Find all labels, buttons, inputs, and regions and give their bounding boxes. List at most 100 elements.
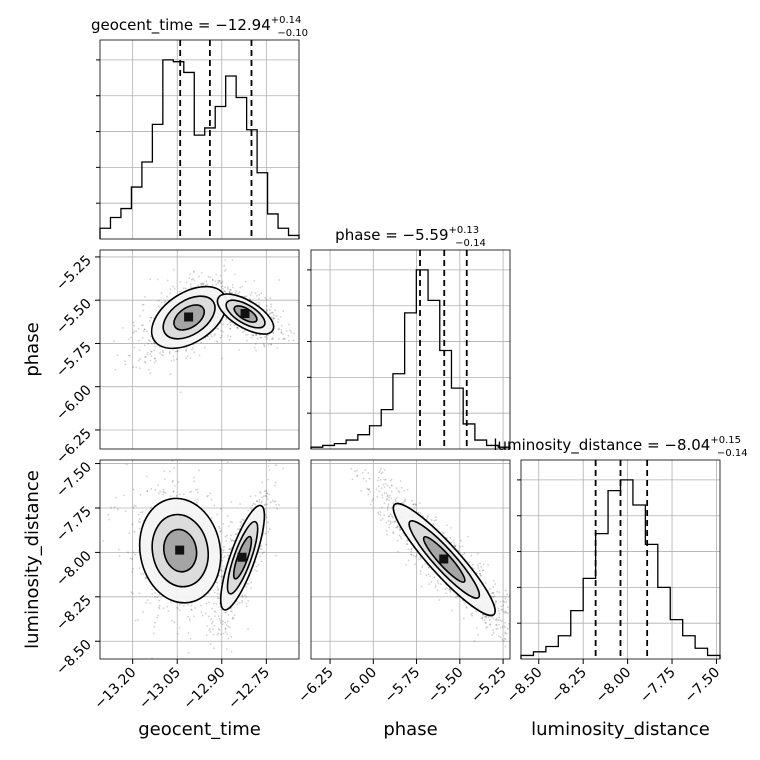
sample-point (128, 532, 131, 535)
sample-point (438, 599, 441, 601)
sample-point (230, 501, 233, 503)
sample-point (262, 551, 265, 553)
sample-point (150, 316, 152, 319)
sample-point (368, 477, 371, 480)
sample-point (138, 339, 140, 342)
sample-point (159, 351, 161, 354)
sample-point (476, 626, 478, 629)
hist-bin (546, 646, 558, 659)
sample-point (157, 299, 160, 302)
sample-point (264, 532, 267, 535)
sample-point (238, 602, 241, 604)
sample-point (275, 554, 277, 557)
sample-point (250, 587, 252, 589)
sample-point (491, 634, 494, 637)
sample-point (253, 279, 256, 282)
sample-point (224, 555, 226, 558)
sample-point (280, 329, 283, 331)
sample-point (157, 614, 160, 617)
sample-point (210, 333, 213, 336)
hist-bin (289, 235, 299, 239)
sample-point (270, 343, 273, 346)
sample-point (235, 290, 238, 293)
sample-point (127, 338, 130, 341)
sample-point (414, 555, 417, 558)
sample-point (156, 616, 159, 619)
sample-point (164, 491, 167, 494)
sample-point (268, 469, 271, 472)
sample-point (394, 520, 396, 523)
sample-point (225, 540, 228, 543)
sample-point (254, 292, 257, 294)
sample-point (149, 372, 152, 374)
sample-point (264, 503, 267, 506)
sample-point (229, 289, 231, 291)
sample-point (426, 516, 429, 519)
sample-point (287, 334, 290, 337)
sample-point (200, 284, 202, 286)
sample-point (388, 526, 391, 529)
sample-point (367, 493, 370, 496)
sample-point (492, 586, 495, 589)
sample-point (504, 645, 507, 648)
sample-point (206, 495, 209, 498)
sample-point (379, 511, 382, 513)
sample-point (473, 640, 476, 642)
sample-point (218, 602, 221, 605)
hist-bin (558, 636, 570, 659)
sample-point (256, 337, 259, 340)
sample-point (449, 536, 452, 539)
sample-point (270, 343, 273, 346)
sample-point (390, 490, 393, 493)
sample-point (193, 271, 195, 274)
sample-point (479, 572, 482, 575)
hist-bin (268, 214, 278, 239)
sample-point (276, 507, 278, 510)
sample-point (243, 295, 246, 298)
sample-point (263, 490, 266, 493)
panel-frame (310, 249, 511, 450)
sample-point (475, 610, 478, 613)
sample-point (499, 600, 502, 603)
sample-point (169, 288, 172, 291)
sample-point (190, 278, 193, 281)
sample-point (351, 478, 354, 481)
sample-point (437, 582, 440, 584)
sample-point (163, 470, 166, 473)
sample-point (229, 548, 232, 550)
sample-point (218, 525, 221, 528)
sample-point (137, 359, 140, 362)
sample-point (220, 286, 223, 288)
sample-point (384, 478, 387, 481)
sample-point (231, 616, 234, 619)
sample-point (289, 329, 292, 332)
sample-point (451, 609, 453, 612)
sample-point (192, 270, 195, 273)
sample-point (182, 605, 185, 607)
sample-point (398, 491, 401, 494)
sample-point (224, 627, 227, 630)
sample-point (222, 523, 225, 525)
sample-point (138, 521, 141, 524)
sample-point (381, 517, 384, 520)
sample-point (227, 614, 230, 616)
sample-point (354, 470, 356, 473)
sample-point (407, 559, 410, 562)
sample-point (482, 563, 485, 566)
sample-point (487, 564, 490, 566)
sample-point (415, 554, 418, 557)
sample-point (404, 499, 407, 502)
sample-point (377, 476, 380, 479)
sample-point (263, 345, 266, 348)
sample-point (254, 569, 256, 571)
sample-point (379, 514, 382, 516)
sample-point (454, 545, 457, 548)
sample-point (158, 599, 161, 602)
sample-point (361, 471, 364, 474)
sample-point (482, 613, 485, 616)
sample-point (231, 259, 234, 262)
sample-point (454, 545, 456, 547)
sample-point (219, 274, 222, 277)
sample-point (242, 331, 244, 333)
sample-point (230, 288, 232, 291)
